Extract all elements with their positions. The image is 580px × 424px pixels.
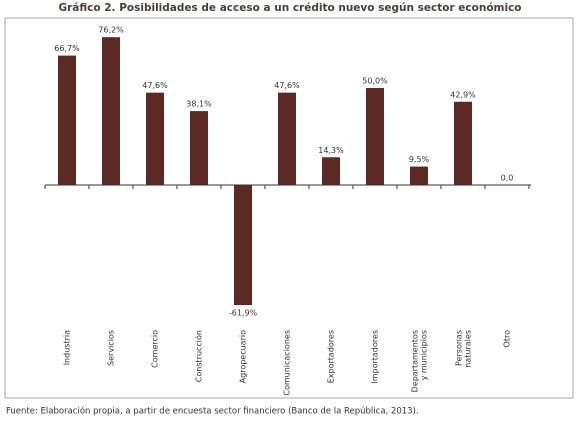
x-tick-label: Comercio — [151, 330, 160, 368]
bar — [234, 185, 252, 306]
bar — [102, 37, 120, 186]
bar — [146, 92, 164, 185]
value-label: 47,6% — [142, 81, 168, 90]
bar — [410, 166, 428, 185]
value-label: 76,2% — [98, 26, 124, 35]
x-tick-label: Industria — [63, 330, 72, 365]
value-label: 14,3% — [318, 146, 344, 155]
value-label: -61,9% — [229, 309, 258, 318]
source-note: Fuente: Elaboración propia, a partir de … — [6, 406, 419, 417]
x-tick-label: Departamentosy municipios — [410, 330, 428, 392]
value-label: 9,5% — [409, 155, 430, 164]
value-label: 38,1% — [186, 100, 212, 109]
frame — [4, 17, 574, 399]
value-label: 0,0 — [501, 174, 514, 183]
x-tick-label: Comunicaciones — [283, 330, 292, 396]
bar — [366, 88, 384, 185]
bar — [322, 157, 340, 185]
x-tick-label: Personasnaturales — [454, 330, 472, 368]
value-label: 66,7% — [54, 44, 80, 53]
value-label: 50,0% — [362, 77, 388, 86]
bar — [190, 111, 208, 185]
bar — [58, 55, 76, 185]
bar — [454, 101, 472, 185]
x-tick-label: Otro — [503, 330, 512, 348]
x-tick-label: Agropecuario — [239, 330, 248, 383]
value-label: 47,6% — [274, 81, 300, 90]
chart-title: Gráfico 2. Posibilidades de acceso a un … — [58, 2, 521, 14]
x-tick-label: Servicios — [107, 330, 116, 366]
value-label: 42,9% — [450, 90, 476, 99]
x-tick-label: Exportadores — [327, 330, 336, 383]
bar — [278, 92, 296, 185]
x-tick-label: Construcción — [194, 330, 204, 382]
x-tick-label: Importadores — [371, 330, 380, 384]
